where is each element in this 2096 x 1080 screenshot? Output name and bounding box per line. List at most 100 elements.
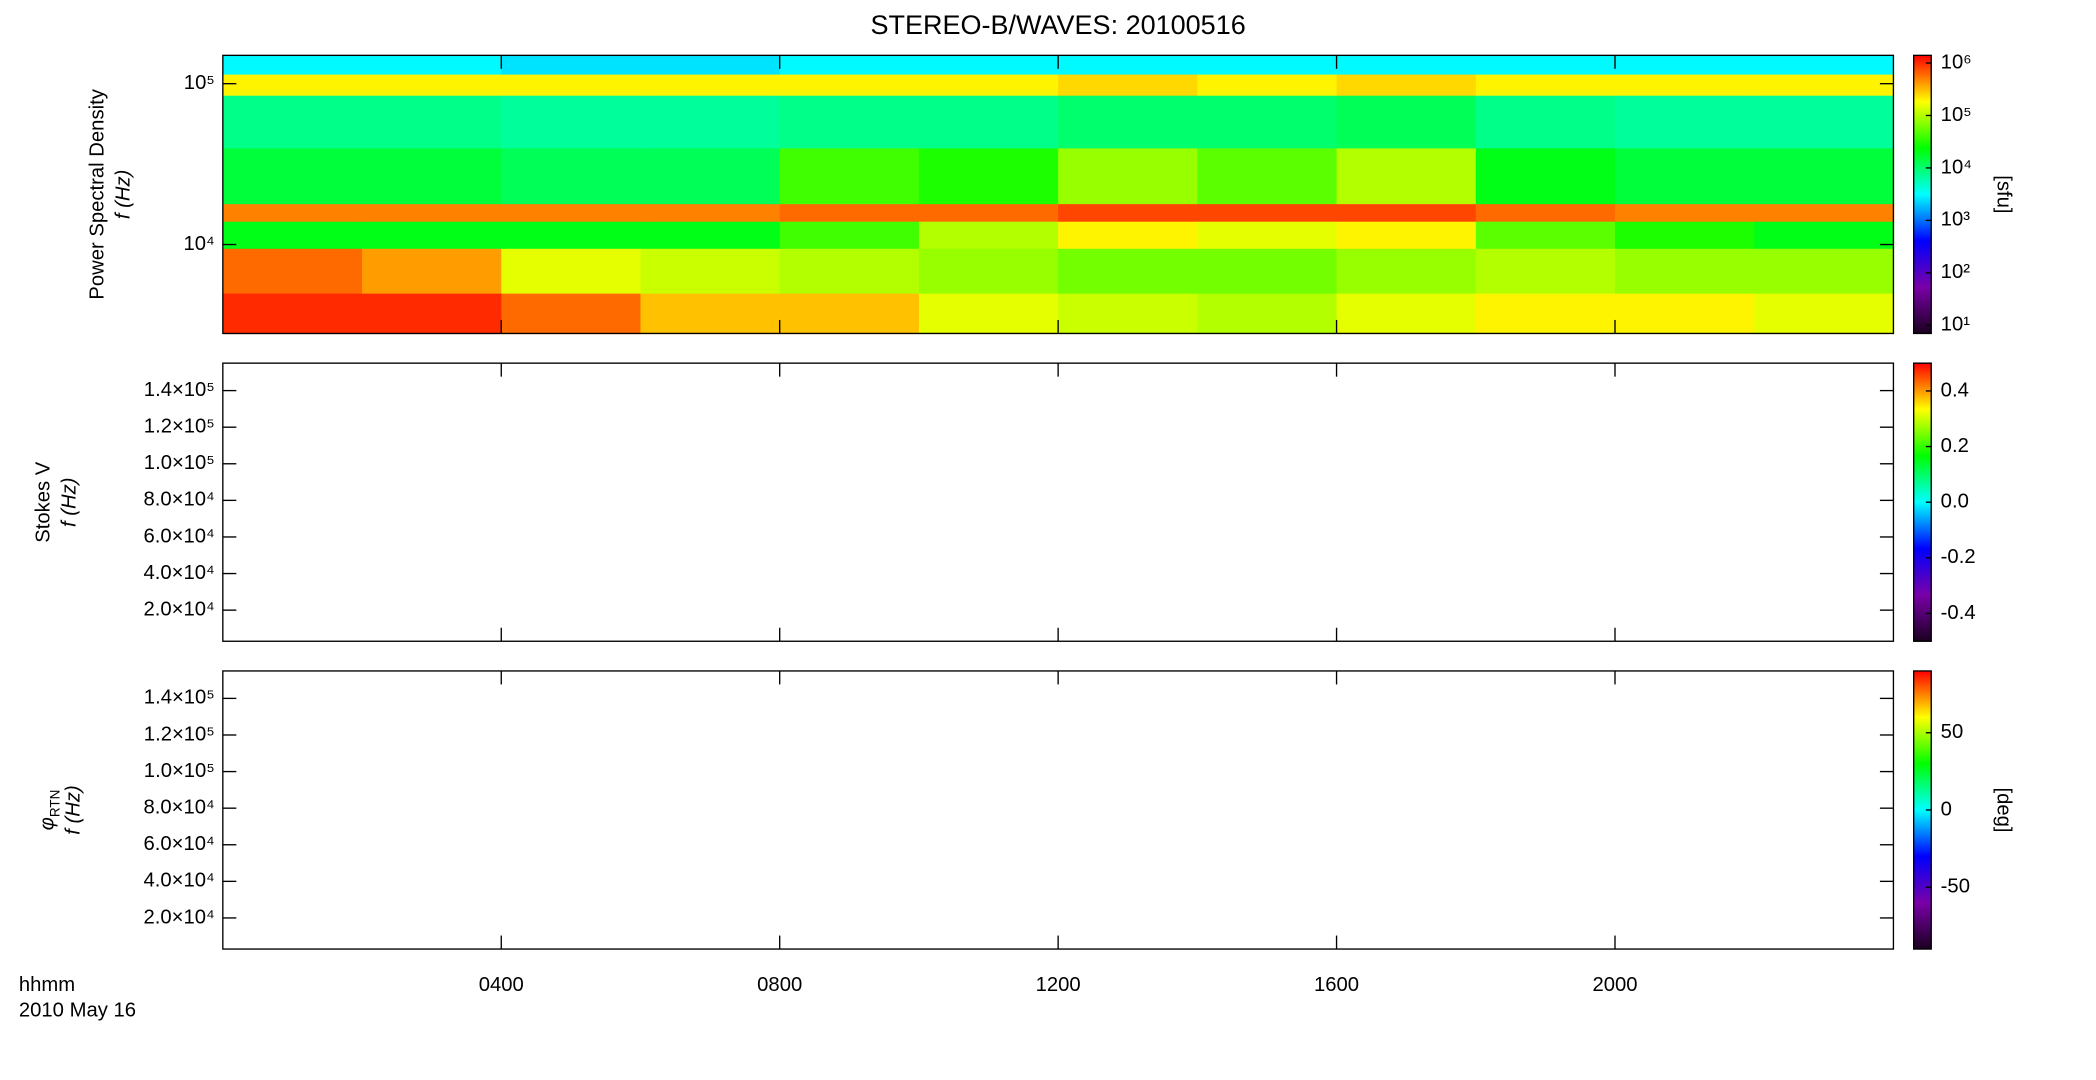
spectrogram-cell <box>1058 55 1199 75</box>
y-tick-label: 1.2×10⁵ <box>144 416 215 438</box>
spectrogram-cell <box>1754 221 1895 249</box>
spectrogram-cell <box>1754 147 1895 205</box>
spectrogram-cell <box>501 95 642 149</box>
spectrogram-cell <box>362 95 502 149</box>
y-axis-unit: f (Hz) <box>63 785 85 834</box>
y-tick-label: 1.4×10⁵ <box>144 379 215 401</box>
y-axis-unit: f (Hz) <box>59 477 81 526</box>
y-tick-label: 8.0×10⁴ <box>144 797 215 819</box>
spectrogram-cell <box>779 95 920 149</box>
spectrogram-cell <box>362 248 502 294</box>
y-tick-label: 1.4×10⁵ <box>144 687 215 709</box>
panel-frame <box>222 362 1895 642</box>
spectrogram-cell <box>362 73 502 96</box>
spectrogram-cell <box>1058 292 1199 335</box>
spectrogram-cell <box>640 203 781 222</box>
colorbar-tick-label: 0.0 <box>1941 491 1969 513</box>
spectrogram-cell <box>640 221 781 249</box>
x-tick-label: 0800 <box>757 974 802 996</box>
spectrogram-cell <box>1754 292 1895 335</box>
y-tick-label: 10⁵ <box>184 72 215 94</box>
x-tick-label: 0400 <box>479 974 524 996</box>
spectrogram-cell <box>779 248 920 294</box>
spectrogram-cell <box>1475 147 1616 205</box>
x-tick-label: 1600 <box>1314 974 1359 996</box>
spectrogram-cell <box>640 95 781 149</box>
colorbar-tick-label: 10¹ <box>1941 314 1971 336</box>
spectrogram-cell <box>222 55 363 75</box>
spectrogram-cell <box>1475 221 1616 249</box>
spectrogram-cell <box>362 55 502 75</box>
y-tick-label: 4.0×10⁴ <box>144 870 215 892</box>
chart-title: STEREO-B/WAVES: 20100516 <box>871 10 1246 40</box>
spectrogram-cell <box>222 292 363 335</box>
spectrogram-cell <box>779 292 920 335</box>
spectrogram-cell <box>222 95 363 149</box>
date-label: 2010 May 16 <box>19 999 136 1021</box>
spectrogram-cell <box>362 292 502 335</box>
spectrogram-cell <box>1336 248 1477 294</box>
colorbar-tick-label: 10⁵ <box>1941 104 1972 126</box>
y-axis-title: Power Spectral Density <box>87 88 109 299</box>
spectrogram-cell <box>1058 203 1199 222</box>
y-tick-label: 6.0×10⁴ <box>144 833 215 855</box>
y-axis-title-text: φ <box>37 817 59 830</box>
spectrogram-cell <box>1058 73 1199 96</box>
y-tick-label: 1.0×10⁵ <box>144 760 215 782</box>
spectrogram-cell <box>779 55 920 75</box>
spectrogram-cell <box>1336 95 1477 149</box>
spectrogram-cell <box>1614 248 1755 294</box>
spectrogram-cell <box>1197 95 1338 149</box>
y-axis-title: Stokes V <box>33 461 55 543</box>
colorbar-tick-label: 10⁶ <box>1941 51 1972 73</box>
colorbar-label: [sfu] <box>1992 175 2014 213</box>
spectrogram-cell <box>1475 203 1616 222</box>
spectrogram-cell <box>501 147 642 205</box>
panel-frame <box>222 670 1895 950</box>
spectrogram-cell <box>918 221 1059 249</box>
spectrogram-cell <box>362 203 502 222</box>
colorbar-tick-label: 50 <box>1941 721 1964 743</box>
spectrogram-cell <box>1336 73 1477 96</box>
spectrogram-cell <box>640 248 781 294</box>
y-axis-unit: f (Hz) <box>113 170 135 219</box>
y-tick-label: 1.2×10⁵ <box>144 723 215 745</box>
spectrogram-cell <box>1058 221 1199 249</box>
spectrogram-cell <box>501 248 642 294</box>
spectrogram-cell <box>501 55 642 75</box>
spectrogram-cell <box>779 221 920 249</box>
spectrogram-cell <box>1336 203 1477 222</box>
spectrogram-cell <box>1197 73 1338 96</box>
spectrogram-cell <box>1058 147 1199 205</box>
spectrogram-cell <box>640 292 781 335</box>
spectrogram-cell <box>1614 147 1755 205</box>
y-tick-label: 6.0×10⁴ <box>144 525 215 547</box>
x-axis-title: hhmm <box>19 974 75 996</box>
spectrogram-cell <box>1475 248 1616 294</box>
spectrogram-cell <box>640 73 781 96</box>
colorbar-tick-label: -0.2 <box>1941 546 1976 568</box>
spectrogram-cell <box>640 55 781 75</box>
spectrogram-cell <box>1336 55 1477 75</box>
spectrogram-cell <box>779 147 920 205</box>
y-tick-label: 2.0×10⁴ <box>144 906 215 928</box>
spectrogram-cell <box>222 147 363 205</box>
colorbar-tick-label: 0 <box>1941 798 1952 820</box>
colorbar-label: [deg] <box>1992 787 2014 832</box>
spectrogram-cell <box>1058 248 1199 294</box>
spectrogram-cell <box>1336 221 1477 249</box>
spectrogram-cell <box>222 203 363 222</box>
spectrogram-cell <box>918 95 1059 149</box>
colorbar-tick-label: -0.4 <box>1941 602 1976 624</box>
spectrogram-cell <box>1197 292 1338 335</box>
spectrogram-cell <box>362 221 502 249</box>
spectrogram-cell <box>918 203 1059 222</box>
spectrogram-cell <box>1197 221 1338 249</box>
spectrogram-cell <box>362 147 502 205</box>
spectrogram-cell <box>779 203 920 222</box>
spectrogram-cell <box>918 55 1059 75</box>
spectrogram-cell <box>1754 55 1895 75</box>
colorbar-tick-label: 10² <box>1941 261 1971 283</box>
colorbar-tick-label: 10³ <box>1941 209 1971 231</box>
spectrogram-cell <box>1475 55 1616 75</box>
